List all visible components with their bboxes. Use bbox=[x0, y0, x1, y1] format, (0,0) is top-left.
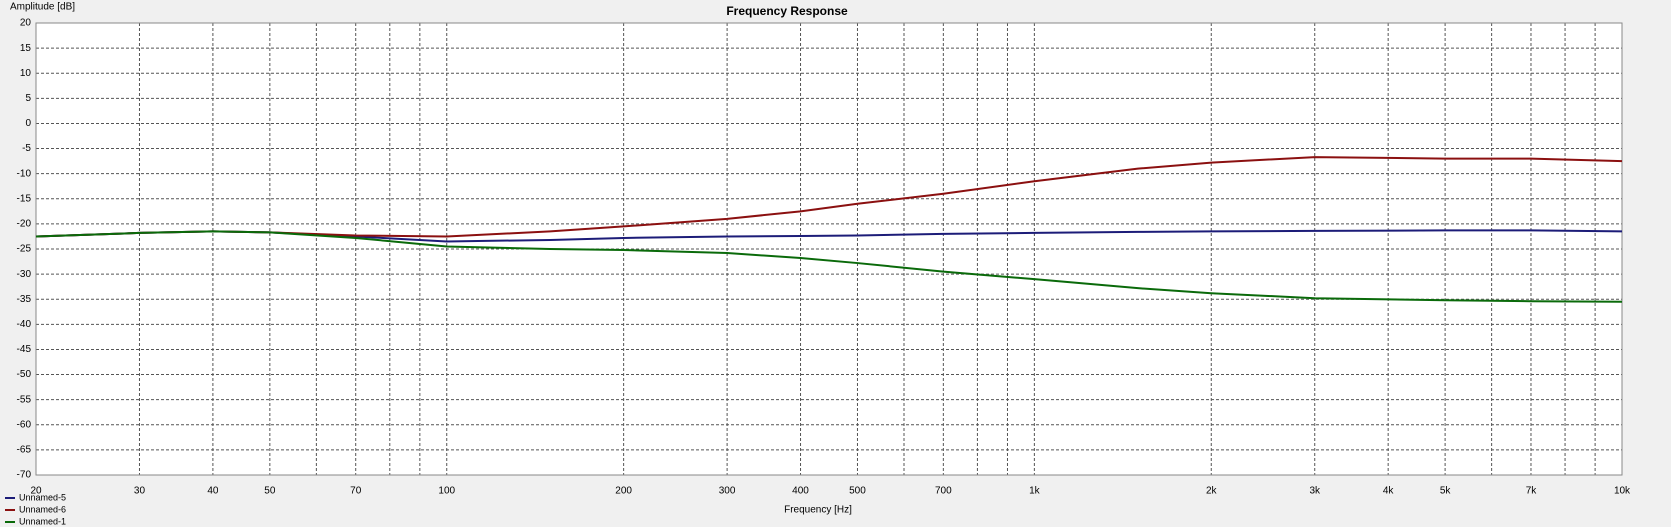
y-tick-label: -35 bbox=[17, 294, 32, 305]
y-tick-label: -30 bbox=[17, 269, 32, 280]
y-tick-label: -10 bbox=[17, 168, 32, 179]
legend-label: Unnamed-6 bbox=[19, 504, 66, 514]
y-tick-label: -70 bbox=[17, 470, 32, 481]
y-tick-label: -65 bbox=[17, 445, 32, 456]
x-tick-label: 1k bbox=[1029, 486, 1041, 497]
y-tick-label: -60 bbox=[17, 419, 32, 430]
y-tick-label: -20 bbox=[17, 219, 32, 230]
y-tick-label: -15 bbox=[17, 193, 32, 204]
y-tick-label: -40 bbox=[17, 319, 32, 330]
y-tick-label: -5 bbox=[22, 143, 31, 154]
x-tick-label: 2k bbox=[1206, 486, 1218, 497]
x-tick-label: 4k bbox=[1383, 486, 1395, 497]
x-tick-label: 500 bbox=[849, 486, 866, 497]
x-tick-label: 300 bbox=[719, 486, 736, 497]
y-tick-label: -45 bbox=[17, 344, 32, 355]
x-tick-label: 20 bbox=[30, 486, 42, 497]
plot-border bbox=[35, 22, 1623, 476]
chart-title: Frequency Response bbox=[726, 4, 848, 18]
x-tick-label: 50 bbox=[264, 486, 276, 497]
legend-label: Unnamed-5 bbox=[19, 492, 66, 502]
x-tick-label: 70 bbox=[350, 486, 362, 497]
y-tick-label: -50 bbox=[17, 369, 32, 380]
y-tick-label: 5 bbox=[25, 93, 31, 104]
x-tick-label: 400 bbox=[792, 486, 809, 497]
x-tick-label: 5k bbox=[1440, 486, 1452, 497]
x-tick-label: 200 bbox=[615, 486, 632, 497]
x-tick-label: 7k bbox=[1526, 486, 1538, 497]
x-axis-title: Frequency [Hz] bbox=[784, 505, 852, 516]
y-tick-label: -55 bbox=[17, 394, 32, 405]
y-tick-label: 20 bbox=[20, 18, 32, 29]
x-tick-label: 3k bbox=[1309, 486, 1321, 497]
y-tick-label: 10 bbox=[20, 68, 32, 79]
x-tick-label: 700 bbox=[935, 486, 952, 497]
y-tick-label: -25 bbox=[17, 244, 32, 255]
series-line bbox=[35, 230, 1623, 303]
legend-label: Unnamed-1 bbox=[19, 516, 66, 526]
x-tick-label: 40 bbox=[207, 486, 219, 497]
y-tick-label: 0 bbox=[25, 118, 31, 129]
y-tick-label: 15 bbox=[20, 43, 32, 54]
x-tick-label: 100 bbox=[438, 486, 455, 497]
x-tick-label: 30 bbox=[134, 486, 146, 497]
x-tick-label: 10k bbox=[1614, 486, 1631, 497]
y-axis-title: Amplitude [dB] bbox=[10, 2, 75, 13]
